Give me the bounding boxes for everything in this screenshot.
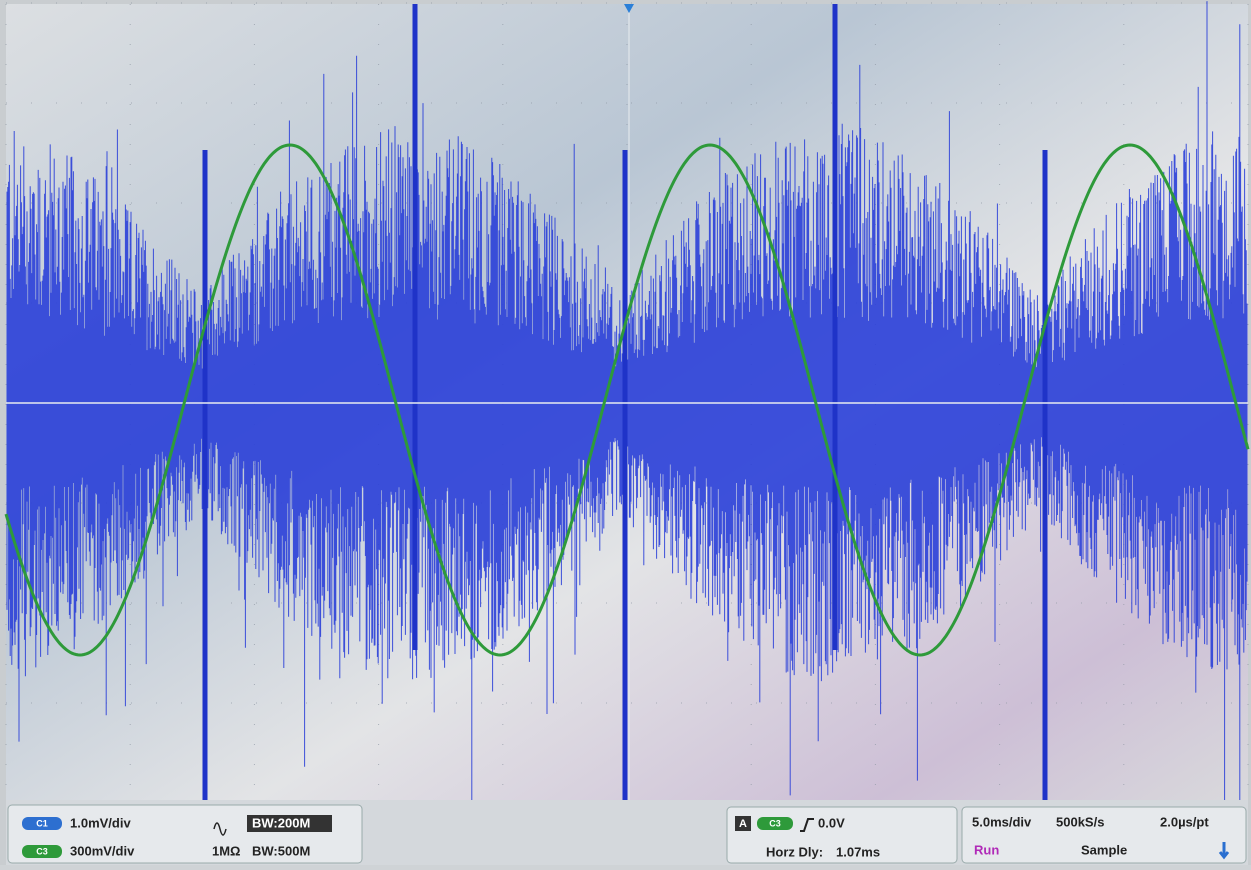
trigger-level: 0.0V	[818, 815, 845, 830]
c1-scale: 1.0mV/div	[70, 815, 131, 830]
bw-limit-1: BW:200M	[252, 815, 310, 830]
horz-delay-label: Horz Dly:	[766, 844, 823, 859]
trigger-mode: A	[739, 818, 747, 830]
time-scale: 5.0ms/div	[972, 814, 1032, 829]
run-state: Run	[974, 842, 999, 857]
c1-badge-text: C1	[36, 818, 48, 828]
page: C1 1.0mV/div C3 300mV/div BW:200M 1MΩ BW…	[0, 0, 1251, 865]
impedance: 1MΩ	[212, 843, 240, 858]
c3-badge-text: C3	[36, 846, 48, 856]
resolution: 2.0µs/pt	[1160, 814, 1209, 829]
trigger-source: C3	[769, 818, 781, 828]
bw-limit-2: BW:500M	[252, 843, 310, 858]
scope-display: C1 1.0mV/div C3 300mV/div BW:200M 1MΩ BW…	[0, 0, 1251, 865]
horz-delay: 1.07ms	[836, 844, 880, 859]
sample-rate: 500kS/s	[1056, 814, 1104, 829]
acquisition-mode: Sample	[1081, 842, 1127, 857]
c3-scale: 300mV/div	[70, 843, 135, 858]
